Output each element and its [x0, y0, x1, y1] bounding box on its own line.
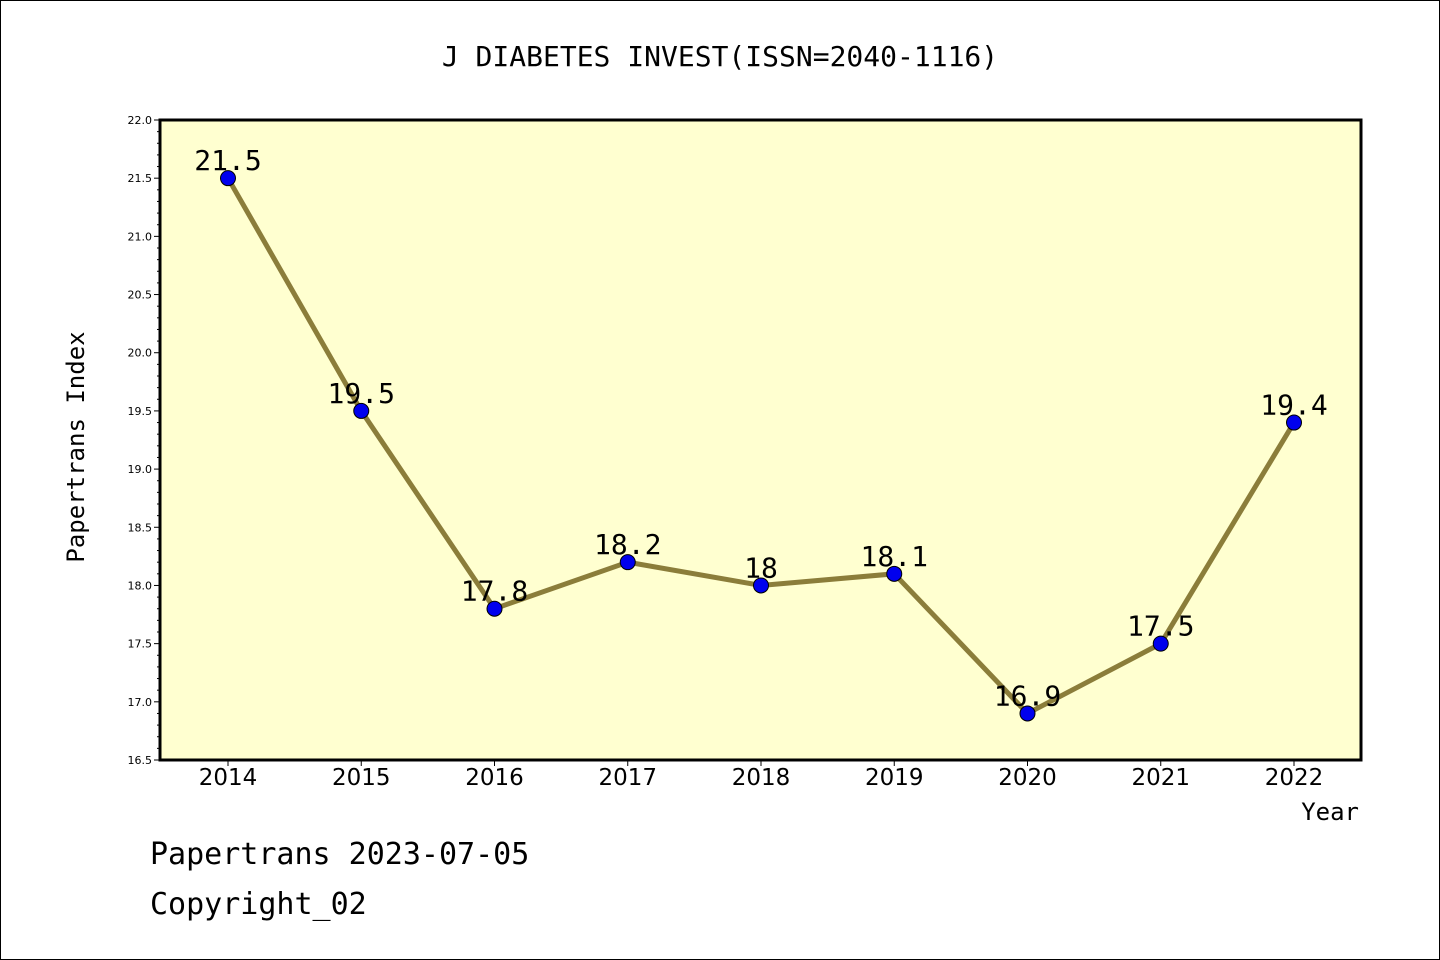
- y-tick-label: 22.0: [128, 114, 153, 127]
- x-axis: 2014 2015 2016 2017 2018 2019 2020 2021 2022: [199, 760, 1324, 791]
- x-tick-label: 2022: [1265, 765, 1324, 791]
- data-label: 17.5: [1127, 610, 1194, 643]
- data-point: [486, 600, 503, 617]
- x-tick-label: 2019: [865, 765, 924, 791]
- y-tick-label: 21.0: [128, 230, 153, 243]
- x-tick-label: 2018: [732, 765, 791, 791]
- data-label: 18.1: [861, 540, 928, 573]
- y-tick-label: 17.0: [128, 696, 153, 709]
- data-point: [753, 577, 769, 594]
- footer-copyright: Copyright_02: [150, 887, 367, 922]
- x-tick-label: 2016: [465, 765, 524, 791]
- y-tick-label: 20.0: [128, 347, 153, 360]
- data-point: [1286, 414, 1302, 431]
- data-label: 18: [744, 551, 778, 584]
- data-label: 21.5: [194, 144, 261, 177]
- chart-title: J DIABETES INVEST(ISSN=2040-1116): [442, 40, 998, 73]
- x-tick-label: 2014: [199, 765, 258, 791]
- data-point: [220, 170, 236, 187]
- x-tick-label: 2020: [998, 765, 1057, 791]
- y-tick-label: 18.0: [128, 579, 153, 592]
- data-label: 19.5: [328, 377, 395, 410]
- y-axis-label: Papertrans Index: [62, 331, 90, 562]
- data-point: [619, 554, 636, 571]
- y-tick-label: 19.0: [128, 463, 153, 476]
- y-tick-label: 16.5: [128, 754, 153, 767]
- data-label: 17.8: [461, 575, 528, 608]
- y-tick-label: 20.5: [128, 289, 153, 302]
- plot-area: [158, 118, 1363, 762]
- x-tick-label: 2017: [598, 765, 657, 791]
- data-labels: 21.5 19.5 17.8 18.2 18 18.1 16.9 17.5 19.4: [194, 144, 1327, 712]
- y-tick-label: 17.5: [128, 638, 153, 651]
- data-point: [353, 402, 370, 419]
- y-tick-label: 18.5: [128, 521, 153, 534]
- x-tick-label: 2015: [332, 765, 391, 791]
- data-label: 18.2: [594, 528, 661, 561]
- data-label: 16.9: [994, 679, 1061, 712]
- x-tick-label: 2021: [1131, 765, 1190, 791]
- data-point: [1152, 635, 1169, 652]
- y-tick-label: 19.5: [128, 405, 153, 418]
- footer-stamp: Papertrans 2023-07-05: [150, 837, 529, 872]
- series-markers: [220, 170, 1302, 722]
- data-point: [886, 565, 903, 582]
- data-point: [1019, 705, 1036, 722]
- y-tick-label: 21.5: [128, 172, 153, 185]
- x-axis-label: Year: [1301, 798, 1359, 826]
- y-axis: 16.5 17.0 17.5 18.0 18.5 19.0 19.5 20.0 20.5 21.0…: [128, 114, 160, 767]
- data-label: 19.4: [1260, 389, 1327, 422]
